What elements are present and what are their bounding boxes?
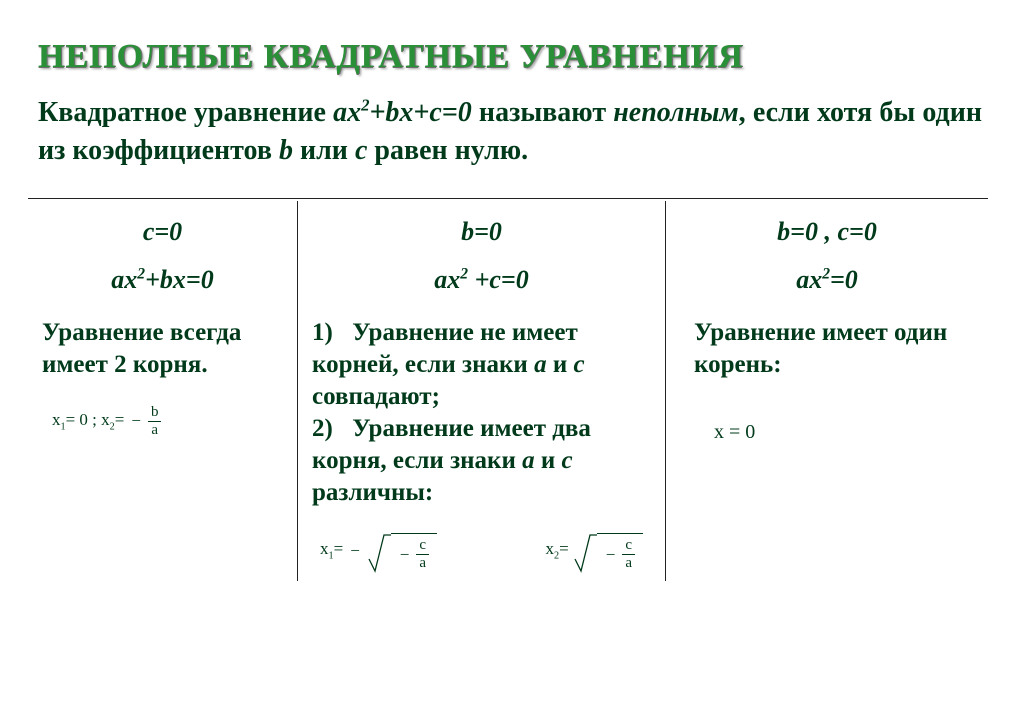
c1-sq: 2: [137, 265, 145, 282]
x1-inner-minus: −: [397, 545, 413, 565]
definition-paragraph: Квадратное уравнение ax2+bx+c=0 называют…: [38, 94, 996, 170]
coef-b: b: [279, 135, 293, 166]
x1-outer-minus: −: [347, 541, 363, 561]
slide: НЕПОЛНЫЕ КВАДРАТНЫЕ УРАВНЕНИЯ Квадратное…: [0, 0, 1024, 601]
term-ax: ax: [333, 97, 361, 128]
case1-body-text: Уравнение всегда имеет 2 корня.: [42, 317, 283, 381]
case3-root: x = 0: [680, 421, 974, 444]
c2-a2: a: [522, 447, 535, 474]
c2-num1: 1): [312, 317, 346, 349]
c1-x: x: [52, 410, 61, 429]
def-or: или: [293, 135, 355, 166]
c2-sq: 2: [460, 265, 468, 282]
c2-c1: c: [573, 351, 584, 378]
radical-icon: [573, 529, 597, 573]
c2-tail2: различны:: [312, 479, 433, 506]
c1-eq: =: [115, 410, 125, 429]
radicand: − c a: [391, 533, 437, 573]
term-rest: +bx+c=0: [369, 97, 471, 128]
cases-table: c=0 ax2+bx=0 Уравнение всегда имеет 2 ко…: [28, 201, 988, 581]
c2-ax: ax: [434, 265, 460, 294]
case-b-zero: b=0 ax2 +c=0 1) Уравнение не имеет корне…: [298, 201, 666, 581]
radicand: − c a: [597, 533, 643, 573]
fraction-b-over-a: b a: [148, 405, 162, 438]
case3-body-text: Уравнение имеет один корень:: [680, 317, 974, 381]
x1-x: x: [320, 539, 329, 558]
c2-tail1: совпадают;: [312, 383, 440, 410]
x1-label: x1=: [320, 539, 343, 561]
def-incomplete: неполным: [613, 97, 738, 128]
c1-ax: ax: [111, 265, 137, 294]
case3-condition: b=0 , c=0: [680, 217, 974, 247]
c3-sq: 2: [822, 265, 830, 282]
def-mid: называют: [472, 97, 614, 128]
case2-body: 1) Уравнение не имеет корней, если знаки…: [312, 317, 651, 509]
c3-ax: ax: [796, 265, 822, 294]
x2-inner-minus: −: [603, 545, 619, 565]
case2-roots: x1= − − c a x2=: [312, 529, 651, 573]
case-b-c-zero: b=0 , c=0 ax2=0 Уравнение имеет один кор…: [666, 201, 988, 581]
sqrt-icon: − c a: [367, 529, 437, 573]
coef-c: c: [355, 135, 367, 166]
x2-den: a: [622, 555, 635, 571]
x1-den: a: [416, 555, 429, 571]
case1-condition: c=0: [42, 217, 283, 247]
c1-rest: +bx=0: [145, 265, 214, 294]
fraction-c-over-a: c a: [416, 538, 429, 571]
c3-rest: =0: [830, 265, 858, 294]
c2-rest: +c=0: [468, 265, 529, 294]
c1-mid: = 0 ; x: [66, 410, 110, 429]
horizontal-rule: [28, 198, 988, 199]
minus-sign: −: [128, 411, 144, 431]
c2-num2: 2): [312, 413, 346, 445]
root-x1: x1= − − c a: [320, 529, 437, 573]
radical-icon: [367, 529, 391, 573]
def-formula: ax2+bx+c=0: [333, 97, 472, 128]
def-lead: Квадратное уравнение: [38, 97, 333, 128]
case2-equation: ax2 +c=0: [312, 265, 651, 295]
x2-label: x2=: [546, 539, 569, 561]
x1-num: c: [416, 538, 429, 555]
def-tail2: равен нулю.: [367, 135, 528, 166]
fraction-c-over-a: c a: [622, 538, 635, 571]
frac-num: b: [148, 405, 162, 422]
c2-and2: и: [535, 447, 562, 474]
x2-x: x: [546, 539, 555, 558]
case1-roots: x1= 0 ; x2= − b a: [42, 405, 283, 438]
x2-eq: =: [559, 539, 569, 558]
c2-and1: и: [547, 351, 574, 378]
c2-c2: c: [562, 447, 573, 474]
case2-condition: b=0: [312, 217, 651, 247]
case3-equation: ax2=0: [680, 265, 974, 295]
sqrt-icon: − c a: [573, 529, 643, 573]
x-letter: x1= 0 ; x2=: [52, 410, 124, 432]
frac-den: a: [148, 422, 162, 438]
root-x2: x2= − c a: [546, 529, 643, 573]
page-title: НЕПОЛНЫЕ КВАДРАТНЫЕ УРАВНЕНИЯ: [38, 38, 996, 76]
case-c-zero: c=0 ax2+bx=0 Уравнение всегда имеет 2 ко…: [28, 201, 298, 581]
x2-num: c: [622, 538, 635, 555]
x1-eq: =: [334, 539, 344, 558]
case1-equation: ax2+bx=0: [42, 265, 283, 295]
c2-a1: a: [534, 351, 547, 378]
